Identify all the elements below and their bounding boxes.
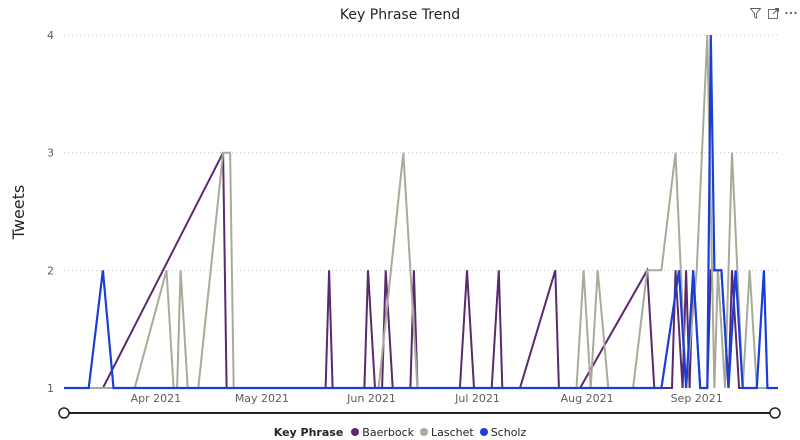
series-lines xyxy=(64,34,778,390)
legend: Key Phrase Baerbock Laschet Scholz xyxy=(0,424,800,440)
legend-item-2[interactable]: Scholz xyxy=(479,425,527,439)
y-tick-label: 3 xyxy=(47,147,54,160)
slider-handle-end[interactable] xyxy=(769,407,781,419)
legend-item-0[interactable]: Baerbock xyxy=(351,426,414,439)
focus-mode-icon[interactable] xyxy=(766,6,780,20)
x-tick-label: Jul 2021 xyxy=(454,392,500,405)
gridlines xyxy=(64,34,778,271)
legend-label: Baerbock xyxy=(362,425,414,439)
series-line-scholz xyxy=(64,34,778,390)
legend-swatch xyxy=(479,428,488,436)
legend-label: Scholz xyxy=(490,425,527,439)
x-tick-label: Sep 2021 xyxy=(671,392,723,405)
x-tick-label: Aug 2021 xyxy=(561,392,614,405)
y-axis: 1 2 3 4 xyxy=(47,29,54,395)
y-axis-label: Tweets xyxy=(9,185,28,241)
line-chart: 1 2 3 4 Tweets Apr 2021 May 2021 Jun 2021 Jul … xyxy=(9,29,781,419)
legend-swatch xyxy=(420,428,428,436)
x-tick-label: May 2021 xyxy=(235,392,289,405)
y-tick-label: 4 xyxy=(47,29,54,42)
chart-title: Key Phrase Trend xyxy=(339,7,461,23)
x-tick-label: Apr 2021 xyxy=(131,392,182,405)
legend-swatch xyxy=(351,428,360,436)
slider-handle-start[interactable] xyxy=(58,407,70,419)
filter-icon[interactable] xyxy=(748,6,762,20)
zoom-slider[interactable] xyxy=(58,407,781,419)
x-tick-label: Jun 2021 xyxy=(346,392,396,405)
series-line-laschet xyxy=(64,34,778,389)
more-options-icon[interactable] xyxy=(784,6,798,20)
legend-title: Key Phrase xyxy=(273,425,344,439)
x-axis: Apr 2021 May 2021 Jun 2021 Jul 2021 Aug 2021… xyxy=(131,392,723,405)
y-tick-label: 2 xyxy=(47,264,54,277)
legend-label: Laschet xyxy=(431,425,474,439)
y-tick-label: 1 xyxy=(47,382,54,395)
legend-item-1[interactable]: Laschet xyxy=(420,426,474,439)
